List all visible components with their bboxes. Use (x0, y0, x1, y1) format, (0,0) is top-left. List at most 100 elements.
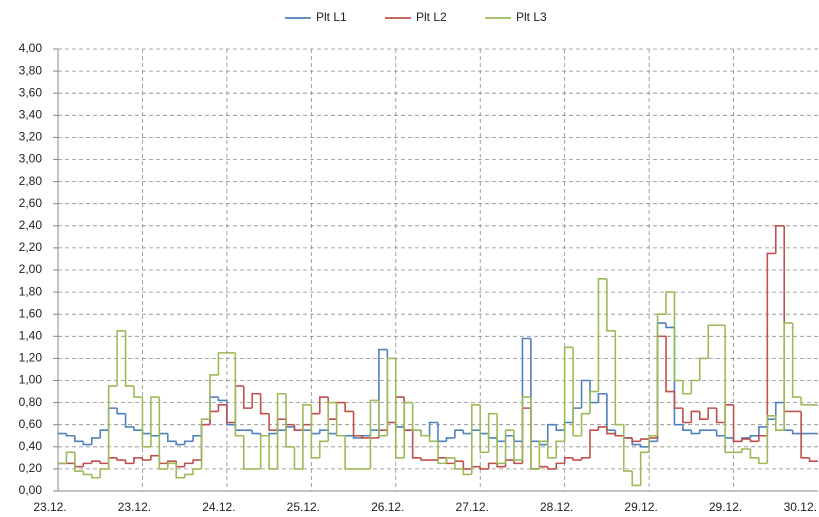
step-segment (234, 352, 244, 437)
y-tick-label: 3,20 (19, 130, 43, 144)
step-segment (133, 426, 143, 432)
step-segment (276, 429, 286, 434)
step-segment (521, 396, 531, 461)
step-segment (369, 399, 379, 469)
step-segment (749, 439, 759, 443)
step-segment (107, 407, 118, 431)
step-segment (411, 430, 422, 459)
step-segment (150, 433, 160, 437)
step-segment (437, 441, 447, 465)
step-segment (622, 435, 633, 439)
y-tick-label: 2,20 (19, 240, 43, 254)
step-segment (597, 426, 607, 431)
step-segment (90, 437, 101, 445)
step-segment (479, 404, 489, 454)
step-segment (318, 429, 329, 434)
step-segment (420, 430, 430, 437)
step-segment (217, 404, 227, 412)
step-segment (673, 327, 683, 426)
step-segment (513, 460, 523, 465)
step-segment (589, 390, 599, 414)
step-segment (631, 437, 641, 443)
step-segment (285, 393, 295, 448)
step-segment (470, 429, 481, 434)
step-segment (234, 385, 244, 423)
step-segment (546, 423, 557, 445)
step-segment (175, 441, 185, 446)
step-segment (158, 455, 168, 465)
step-segment (690, 430, 700, 435)
x-tick-label: 29.12. (709, 500, 742, 514)
step-segment (580, 412, 590, 436)
step-segment (133, 457, 143, 464)
step-segment (665, 291, 675, 315)
step-segment (209, 410, 219, 425)
step-segment (183, 473, 194, 478)
step-segment (758, 426, 768, 436)
step-segment (420, 430, 430, 437)
step-segment (749, 449, 759, 459)
step-segment (192, 459, 202, 464)
step-segment (65, 451, 75, 464)
y-tick-label: 1,60 (19, 306, 43, 320)
step-segment (141, 397, 151, 448)
x-tick-label: 23.12. (33, 500, 66, 514)
step-segment (327, 397, 337, 420)
step-segment (386, 349, 396, 424)
step-segment (310, 430, 320, 435)
y-tick-label: 1,40 (19, 328, 43, 342)
step-segment (318, 396, 329, 414)
y-tick-label: 3,80 (19, 63, 43, 77)
step-segment (74, 435, 84, 443)
step-segment (454, 457, 464, 470)
step-segment (698, 429, 709, 434)
step-segment (175, 461, 185, 468)
step-segment (656, 313, 666, 436)
step-segment (124, 330, 134, 387)
step-segment (82, 462, 92, 467)
step-segment (116, 457, 126, 461)
step-segment (766, 418, 776, 427)
step-segment (259, 393, 270, 415)
step-segment (386, 357, 396, 436)
step-segment (555, 462, 565, 469)
step-segment (749, 434, 759, 438)
step-segment (597, 392, 607, 403)
step-segment (175, 463, 185, 479)
step-segment (639, 451, 650, 486)
step-segment (580, 379, 590, 409)
step-segment (318, 440, 329, 458)
step-segment (513, 430, 523, 461)
y-tick-label: 3,00 (19, 152, 43, 166)
step-segment (724, 435, 734, 439)
step-segment (192, 434, 202, 442)
step-segment (107, 457, 118, 464)
step-segment (487, 412, 498, 453)
step-segment (158, 432, 168, 436)
step-segment (234, 424, 244, 432)
step-segment (403, 401, 413, 458)
step-segment (200, 423, 210, 461)
step-segment (496, 437, 506, 443)
y-tick-label: 2,60 (19, 196, 43, 210)
step-segment (242, 435, 253, 470)
step-segment (344, 402, 354, 413)
step-segment (496, 413, 506, 465)
step-segment (344, 435, 354, 470)
step-segment (116, 408, 126, 415)
step-segment (183, 440, 194, 445)
step-segment (437, 457, 447, 461)
step-segment (665, 336, 675, 393)
step-segment (614, 430, 624, 437)
step-segment (285, 419, 295, 426)
step-segment (504, 459, 514, 467)
step-segment (563, 346, 574, 442)
step-segment (639, 444, 650, 448)
step-segment (724, 325, 734, 454)
step-segment (530, 408, 540, 470)
step-segment (589, 429, 599, 458)
y-tick-label: 1,00 (19, 373, 43, 387)
x-tick-label: 30.12. (784, 500, 817, 514)
step-segment (116, 329, 126, 387)
step-segment (690, 379, 700, 394)
